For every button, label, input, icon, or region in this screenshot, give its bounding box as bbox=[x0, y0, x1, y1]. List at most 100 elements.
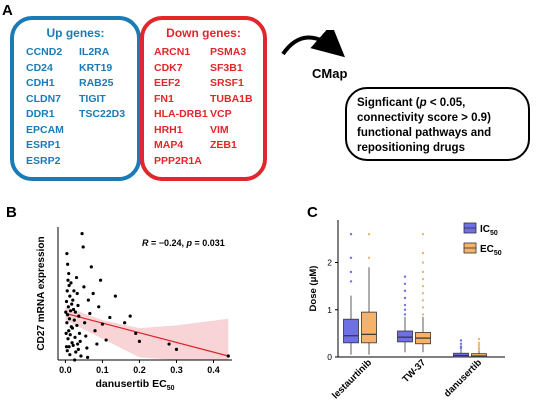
data-point bbox=[80, 232, 84, 236]
down-genes-column-1: ARCN1 CDK7 EEF2 FN1 HLA-DRB1 HRH1 MAP4 PPP2R1A bbox=[154, 45, 208, 169]
gene-label: TUBA1B bbox=[210, 92, 253, 105]
outlier-point bbox=[403, 308, 407, 311]
data-point bbox=[70, 326, 75, 330]
gene-label: DDR1 bbox=[26, 108, 55, 120]
data-point bbox=[88, 311, 92, 316]
category-label: TW-37 bbox=[400, 357, 428, 385]
up-genes-box: Up genes: CCND2 CD24 CDH1 CLDN7 DDR1 EPCAM ESR… bbox=[10, 16, 141, 181]
gene-label: VIM bbox=[210, 123, 229, 136]
outlier-point bbox=[367, 256, 371, 259]
outlier-point bbox=[403, 275, 407, 278]
outlier-point bbox=[477, 341, 481, 345]
gene-label: ZEB1 bbox=[210, 139, 237, 151]
outlier-point bbox=[349, 270, 353, 274]
result-line-4: repositioning drugs bbox=[357, 142, 465, 154]
data-point bbox=[98, 278, 103, 282]
data-point bbox=[67, 283, 71, 288]
data-point bbox=[73, 358, 77, 362]
gene-label: CCND2 bbox=[26, 46, 63, 58]
data-point bbox=[100, 322, 105, 326]
data-point bbox=[64, 310, 68, 314]
outlier-point bbox=[421, 299, 425, 302]
data-point bbox=[83, 321, 87, 325]
outlier-point bbox=[421, 313, 425, 316]
regression-line bbox=[65, 312, 229, 357]
data-point bbox=[68, 294, 72, 298]
result-line-2: connectivity score > 0.9) bbox=[357, 112, 491, 124]
gene-label: KRT19 bbox=[79, 61, 113, 74]
down-genes-column-2: PSMA3 SF3B1 SRSF1 TUBA1B VCP VIM ZEB1 bbox=[210, 45, 253, 154]
curved-arrow-icon bbox=[281, 30, 346, 58]
outlier-point bbox=[421, 232, 425, 236]
result-box: Signficant (p < 0.05, connectivity score… bbox=[345, 87, 530, 161]
x-axis-label: danusertib EC50 bbox=[96, 378, 175, 392]
data-point bbox=[68, 353, 72, 357]
legend-label: IC50 bbox=[480, 224, 498, 237]
gene-label: CLDN7 bbox=[26, 92, 62, 105]
gene-label: VCP bbox=[210, 108, 232, 120]
outlier-point bbox=[403, 313, 407, 316]
gene-label: EEF2 bbox=[154, 77, 181, 89]
outlier-point bbox=[403, 289, 407, 293]
data-point bbox=[95, 342, 99, 346]
panel-b-letter: B bbox=[6, 204, 17, 221]
data-point bbox=[75, 323, 79, 328]
data-point bbox=[65, 349, 69, 353]
outlier-point bbox=[403, 282, 407, 285]
gene-label: CD24 bbox=[26, 61, 53, 74]
outlier-point bbox=[459, 342, 463, 345]
gene-label: CDH1 bbox=[26, 77, 55, 89]
data-point bbox=[128, 314, 132, 318]
gene-label: EPCAM bbox=[26, 123, 64, 136]
data-point bbox=[66, 305, 70, 309]
x-tick-label: 0.2 bbox=[133, 365, 146, 375]
data-point bbox=[108, 315, 112, 320]
box bbox=[361, 311, 377, 344]
outlier-point bbox=[367, 232, 371, 236]
x-tick-label: 0.1 bbox=[96, 365, 109, 375]
data-point bbox=[65, 321, 69, 325]
data-point bbox=[70, 341, 74, 345]
data-point bbox=[70, 302, 74, 306]
down-genes-box: Down genes: ARCN1 CDK7 EEF2 FN1 HLA-DRB1 HRH1… bbox=[140, 16, 267, 181]
data-point bbox=[93, 329, 97, 333]
outlier-point bbox=[459, 347, 463, 350]
y-tick-label: 1 bbox=[327, 305, 332, 315]
gene-label: RAB25 bbox=[79, 77, 114, 89]
data-point bbox=[82, 285, 86, 289]
data-point bbox=[75, 291, 79, 296]
data-point bbox=[134, 331, 138, 335]
data-point bbox=[67, 317, 72, 321]
x-tick-label: 0.3 bbox=[170, 365, 183, 375]
y-tick-label: 0 bbox=[327, 352, 332, 362]
outlier-point bbox=[349, 232, 353, 236]
data-point bbox=[65, 289, 69, 293]
outlier-point bbox=[403, 296, 407, 300]
outlier-point bbox=[403, 303, 407, 307]
cmap-label: CMap bbox=[312, 66, 348, 81]
data-point bbox=[66, 313, 70, 317]
data-point bbox=[167, 342, 171, 346]
gene-label: HRH1 bbox=[154, 123, 183, 136]
stat-label: R = −0.24, p = 0.031 bbox=[142, 238, 225, 248]
data-point bbox=[68, 333, 72, 337]
data-point bbox=[76, 342, 80, 346]
outlier-point bbox=[459, 345, 463, 348]
data-point bbox=[73, 310, 77, 314]
data-point bbox=[76, 347, 80, 351]
data-point bbox=[64, 331, 68, 335]
outlier-point bbox=[459, 339, 463, 342]
gene-label: CDK7 bbox=[154, 61, 183, 74]
outlier-point bbox=[421, 284, 425, 288]
outlier-point bbox=[477, 346, 481, 349]
gene-label: MAP4 bbox=[154, 139, 184, 151]
data-point bbox=[137, 339, 142, 343]
data-point bbox=[91, 291, 95, 296]
result-line-1: Signficant (p < 0.05, bbox=[357, 97, 466, 109]
gene-label: ESRP2 bbox=[26, 154, 61, 167]
box bbox=[397, 330, 413, 343]
y-axis-label: Dose (μM) bbox=[308, 266, 319, 312]
data-point bbox=[71, 298, 75, 302]
data-point bbox=[69, 281, 73, 285]
gene-label: IL2RA bbox=[79, 46, 110, 58]
